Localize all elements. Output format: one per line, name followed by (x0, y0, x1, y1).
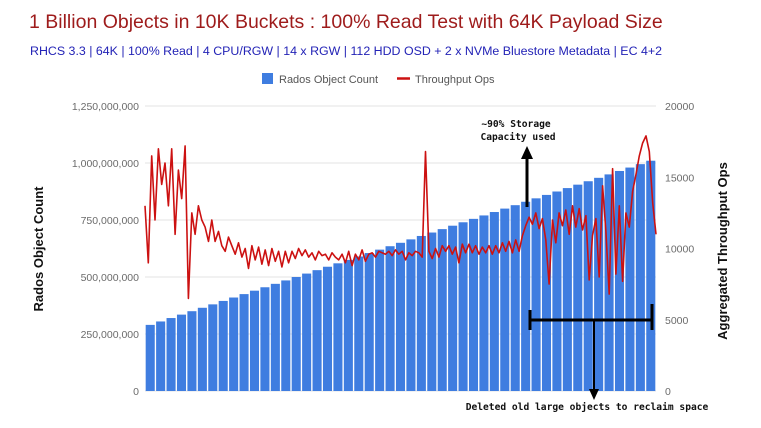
bar (562, 188, 572, 391)
y-tick-label: 500,000,000 (81, 272, 140, 284)
bar (531, 198, 541, 391)
bar (208, 304, 218, 391)
bar (625, 167, 635, 391)
bar (197, 307, 207, 391)
bar (187, 311, 197, 391)
bar (260, 287, 270, 391)
y-tick-label: 1,000,000,000 (72, 158, 139, 170)
bar (156, 321, 166, 391)
bar (145, 324, 155, 391)
bar (594, 177, 604, 391)
bar (229, 297, 239, 391)
bar (354, 256, 364, 391)
bar (489, 212, 499, 391)
bar (416, 235, 426, 391)
bar (218, 300, 228, 391)
throughput-line (144, 135, 657, 300)
bar (364, 253, 374, 391)
bar (322, 266, 333, 391)
bar (166, 318, 176, 391)
bar (239, 294, 249, 391)
bar (375, 249, 385, 391)
y2-tick-label: 5000 (665, 315, 689, 327)
y-tick-label: 0 (133, 386, 139, 398)
bar (291, 277, 301, 391)
chart-subtitle: RHCS 3.3 | 64K | 100% Read | 4 CPU/RGW |… (30, 44, 662, 58)
bar (635, 164, 645, 391)
annotation-reclaim-arrowhead (589, 389, 599, 400)
annotation-storage-arrowhead (521, 146, 533, 159)
y-axis-title: Rados Object Count (31, 186, 46, 312)
y-tick-label: 750,000,000 (81, 215, 140, 227)
bar (312, 270, 322, 391)
bar (541, 194, 552, 391)
annotation-reclaim-label: Deleted old large objects to reclaim spa… (466, 401, 709, 413)
bar (343, 259, 353, 391)
annotation-storage-line1: ~90% Storage (481, 119, 551, 130)
legend-swatch-object-count (262, 73, 273, 84)
bar (427, 232, 437, 391)
bar (448, 225, 458, 391)
legend-label-object-count: Rados Object Count (279, 74, 378, 86)
bar (395, 242, 406, 391)
bar (573, 184, 583, 391)
bar (406, 239, 416, 391)
bar (385, 246, 395, 391)
bar (468, 218, 479, 391)
y2-tick-label: 0 (665, 386, 671, 398)
bar (249, 290, 260, 391)
y2-axis-title: Aggregated Throughput Ops (715, 162, 730, 340)
bar (521, 201, 531, 391)
bar (500, 208, 510, 391)
bar (614, 170, 625, 391)
bar (458, 222, 468, 391)
y-tick-label: 250,000,000 (81, 329, 140, 341)
y2-tick-label: 10000 (665, 244, 694, 256)
annotation-storage-line2: Capacity used (480, 131, 555, 143)
bar (646, 160, 656, 391)
bar (479, 215, 489, 391)
bar (552, 191, 562, 391)
legend-label-throughput: Throughput Ops (415, 74, 495, 86)
bar (510, 205, 520, 391)
chart-title: 1 Billion Objects in 10K Buckets : 100% … (29, 11, 663, 33)
y2-tick-label: 20000 (665, 101, 694, 113)
y2-tick-label: 15000 (665, 172, 694, 184)
bar (583, 181, 593, 391)
bar (437, 229, 447, 391)
y-tick-label: 1,250,000,000 (72, 101, 139, 113)
bar (176, 314, 187, 391)
bar (270, 283, 280, 391)
bar (281, 280, 291, 391)
bar (302, 273, 312, 391)
bar (333, 263, 343, 391)
